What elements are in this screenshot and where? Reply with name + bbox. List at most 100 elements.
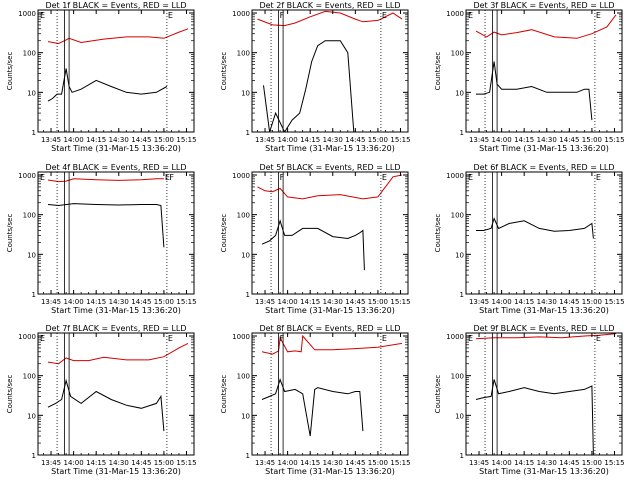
x-tick-label: 15:00 xyxy=(582,459,602,467)
events-series-line xyxy=(47,68,168,102)
flag-label: E xyxy=(596,11,601,20)
y-tick-label: 1 xyxy=(32,291,36,299)
x-tick-label: 14:00 xyxy=(492,298,512,306)
chart-title: Det 2f BLACK = Events, RED = LLD xyxy=(259,1,400,10)
x-tick-label: 14:00 xyxy=(278,298,298,306)
x-tick-label: 15:15 xyxy=(604,459,624,467)
x-tick-label: 13:45 xyxy=(41,459,61,467)
y-tick-label: 10 xyxy=(455,251,464,259)
y-axis-label: Counts/sec xyxy=(6,214,14,253)
y-tick-label: 100 xyxy=(23,373,36,381)
x-tick-label: 14:45 xyxy=(345,298,365,306)
x-tick-label: 13:45 xyxy=(255,136,275,144)
x-tick-label: 15:00 xyxy=(154,136,174,144)
x-tick-label: 13:45 xyxy=(255,459,275,467)
series-group xyxy=(476,217,594,239)
x-axis-label: Start Time (31-Mar-15 13:36:20) xyxy=(51,467,181,476)
y-axis-label: Counts/sec xyxy=(434,52,442,91)
chart-title: Det 5f BLACK = Events, RED = LLD xyxy=(259,163,400,172)
flag-label: F xyxy=(280,173,285,182)
chart-title: Det 7f BLACK = Events, RED = LLD xyxy=(45,324,186,333)
x-tick-label: 14:00 xyxy=(278,136,298,144)
events-series-line xyxy=(263,40,355,132)
plot-frame xyxy=(251,9,409,133)
y-tick-label: 1 xyxy=(32,452,36,460)
x-tick-label: 13:45 xyxy=(469,298,489,306)
y-tick-label: 1000 xyxy=(232,333,250,341)
y-tick-label: 10 xyxy=(241,251,250,259)
flag-label: E xyxy=(468,173,473,182)
x-tick-label: 15:00 xyxy=(368,298,388,306)
y-tick-label: 100 xyxy=(23,212,36,220)
x-tick-label: 14:30 xyxy=(323,136,343,144)
chart-title: Det 8f BLACK = Events, RED = LLD xyxy=(259,324,400,333)
x-tick-label: 14:00 xyxy=(64,136,84,144)
x-tick-label: 15:00 xyxy=(582,136,602,144)
y-tick-label: 1000 xyxy=(446,10,464,18)
plot-frame xyxy=(465,9,623,133)
events-series-line xyxy=(261,377,364,437)
y-tick-label: 10 xyxy=(455,412,464,420)
x-tick-label: 15:00 xyxy=(154,298,174,306)
y-axis-label: Counts/sec xyxy=(220,52,228,91)
y-tick-label: 1 xyxy=(32,129,36,137)
x-tick-label: 14:45 xyxy=(345,136,365,144)
y-tick-label: 1 xyxy=(460,291,464,299)
flag-label: E xyxy=(40,334,45,343)
x-tick-label: 14:45 xyxy=(131,136,151,144)
flag-label: E xyxy=(596,173,601,182)
flag-label: F xyxy=(280,11,285,20)
x-tick-label: 15:15 xyxy=(390,298,410,306)
x-tick-label: 13:45 xyxy=(41,136,61,144)
lld-series-line xyxy=(47,28,189,45)
series-group xyxy=(475,14,617,121)
x-tick-label: 15:00 xyxy=(368,459,388,467)
chart-title: Det 1f BLACK = Events, RED = LLD xyxy=(45,1,186,10)
x-tick-label: 15:15 xyxy=(604,136,624,144)
flag-label: E xyxy=(165,173,170,182)
plot-frame xyxy=(465,332,623,456)
y-axis-label: Counts/sec xyxy=(434,214,442,253)
x-tick-label: 14:45 xyxy=(131,298,151,306)
x-axis-label: Start Time (31-Mar-15 13:36:20) xyxy=(51,306,181,315)
y-tick-label: 1000 xyxy=(232,10,250,18)
flag-label: E xyxy=(168,11,173,20)
x-tick-label: 14:45 xyxy=(559,136,579,144)
x-tick-label: 14:00 xyxy=(64,298,84,306)
x-tick-label: 14:30 xyxy=(323,298,343,306)
y-tick-label: 100 xyxy=(451,373,464,381)
x-tick-label: 14:45 xyxy=(559,298,579,306)
x-axis-label: Start Time (31-Mar-15 13:36:20) xyxy=(265,467,395,476)
x-tick-label: 14:30 xyxy=(323,459,343,467)
y-axis-label: Counts/sec xyxy=(434,375,442,414)
x-tick-label: 14:45 xyxy=(559,459,579,467)
y-tick-label: 1000 xyxy=(18,172,36,180)
x-tick-label: 15:00 xyxy=(154,459,174,467)
x-tick-label: 14:45 xyxy=(345,459,365,467)
plot-frame xyxy=(465,171,623,295)
y-tick-label: 1 xyxy=(246,291,250,299)
series-group xyxy=(47,342,189,432)
events-series-line xyxy=(261,219,365,271)
plot-frame xyxy=(251,171,409,295)
y-tick-label: 10 xyxy=(241,89,250,97)
flag-label: F xyxy=(169,173,174,182)
y-tick-label: 1000 xyxy=(18,333,36,341)
x-tick-label: 14:15 xyxy=(300,298,320,306)
chart-title: Det 6f BLACK = Events, RED = LLD xyxy=(473,163,614,172)
y-tick-label: 1000 xyxy=(232,172,250,180)
x-axis-label: Start Time (31-Mar-15 13:36:20) xyxy=(479,306,609,315)
y-tick-label: 10 xyxy=(27,412,36,420)
y-tick-label: 100 xyxy=(237,212,250,220)
y-tick-label: 100 xyxy=(237,50,250,58)
y-axis-label: Counts/sec xyxy=(220,214,228,253)
y-tick-label: 100 xyxy=(451,212,464,220)
events-series-line xyxy=(475,379,594,455)
y-axis-label: Counts/sec xyxy=(220,375,228,414)
